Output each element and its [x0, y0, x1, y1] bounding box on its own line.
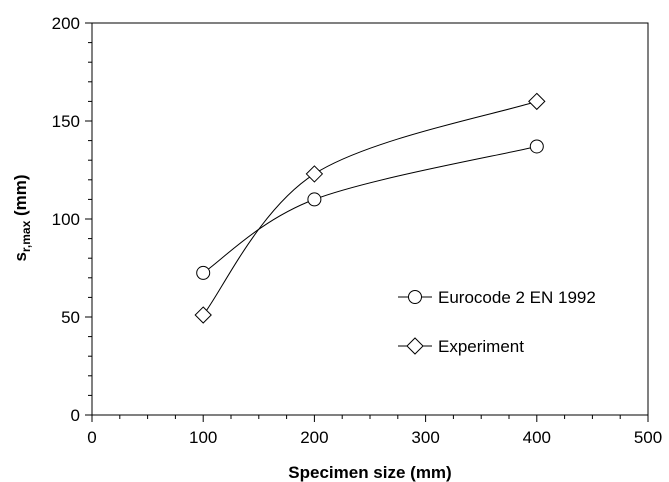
x-tick-label: 500 [634, 428, 662, 447]
legend-label: Eurocode 2 EN 1992 [438, 288, 596, 307]
y-tick-label: 150 [52, 112, 80, 131]
y-tick-label: 100 [52, 210, 80, 229]
y-tick-label: 200 [52, 14, 80, 33]
y-axis-title-main: s [11, 252, 30, 261]
series-line [202, 145, 537, 274]
x-tick-label: 100 [189, 428, 217, 447]
series-experiment [194, 92, 546, 324]
series-eurocode [196, 139, 544, 280]
legend-label: Experiment [438, 337, 524, 356]
y-axis-title: sr,max (mm) [11, 174, 33, 261]
legend-item: Experiment [398, 337, 524, 356]
legend-diamond-marker [406, 337, 424, 355]
y-tick-label: 50 [61, 308, 80, 327]
circle-marker [307, 192, 322, 207]
legend-circle-marker [408, 290, 422, 304]
y-axis: 0 50 100 150 200 [52, 14, 92, 425]
legend-item: Eurocode 2 EN 1992 [398, 288, 596, 307]
plot-area-border [91, 22, 649, 416]
y-tick-label: 0 [71, 406, 80, 425]
legend: Eurocode 2 EN 1992 Experiment [398, 288, 596, 356]
x-axis: 0 100 200 300 400 500 [87, 415, 662, 447]
x-tick-label: 200 [300, 428, 328, 447]
series-line [202, 100, 537, 316]
x-tick-label: 0 [87, 428, 96, 447]
x-tick-label: 300 [411, 428, 439, 447]
diamond-marker [305, 165, 324, 183]
x-axis-title: Specimen size (mm) [288, 463, 451, 482]
diamond-marker [528, 92, 546, 111]
diamond-marker [194, 306, 212, 324]
circle-marker [529, 139, 544, 154]
y-axis-title-sub: r,max [19, 220, 33, 252]
plot-frame [91, 22, 649, 416]
y-axis-title-unit: (mm) [11, 174, 30, 220]
x-tick-label: 400 [523, 428, 551, 447]
series-layer [194, 92, 546, 324]
circle-marker [196, 265, 211, 280]
